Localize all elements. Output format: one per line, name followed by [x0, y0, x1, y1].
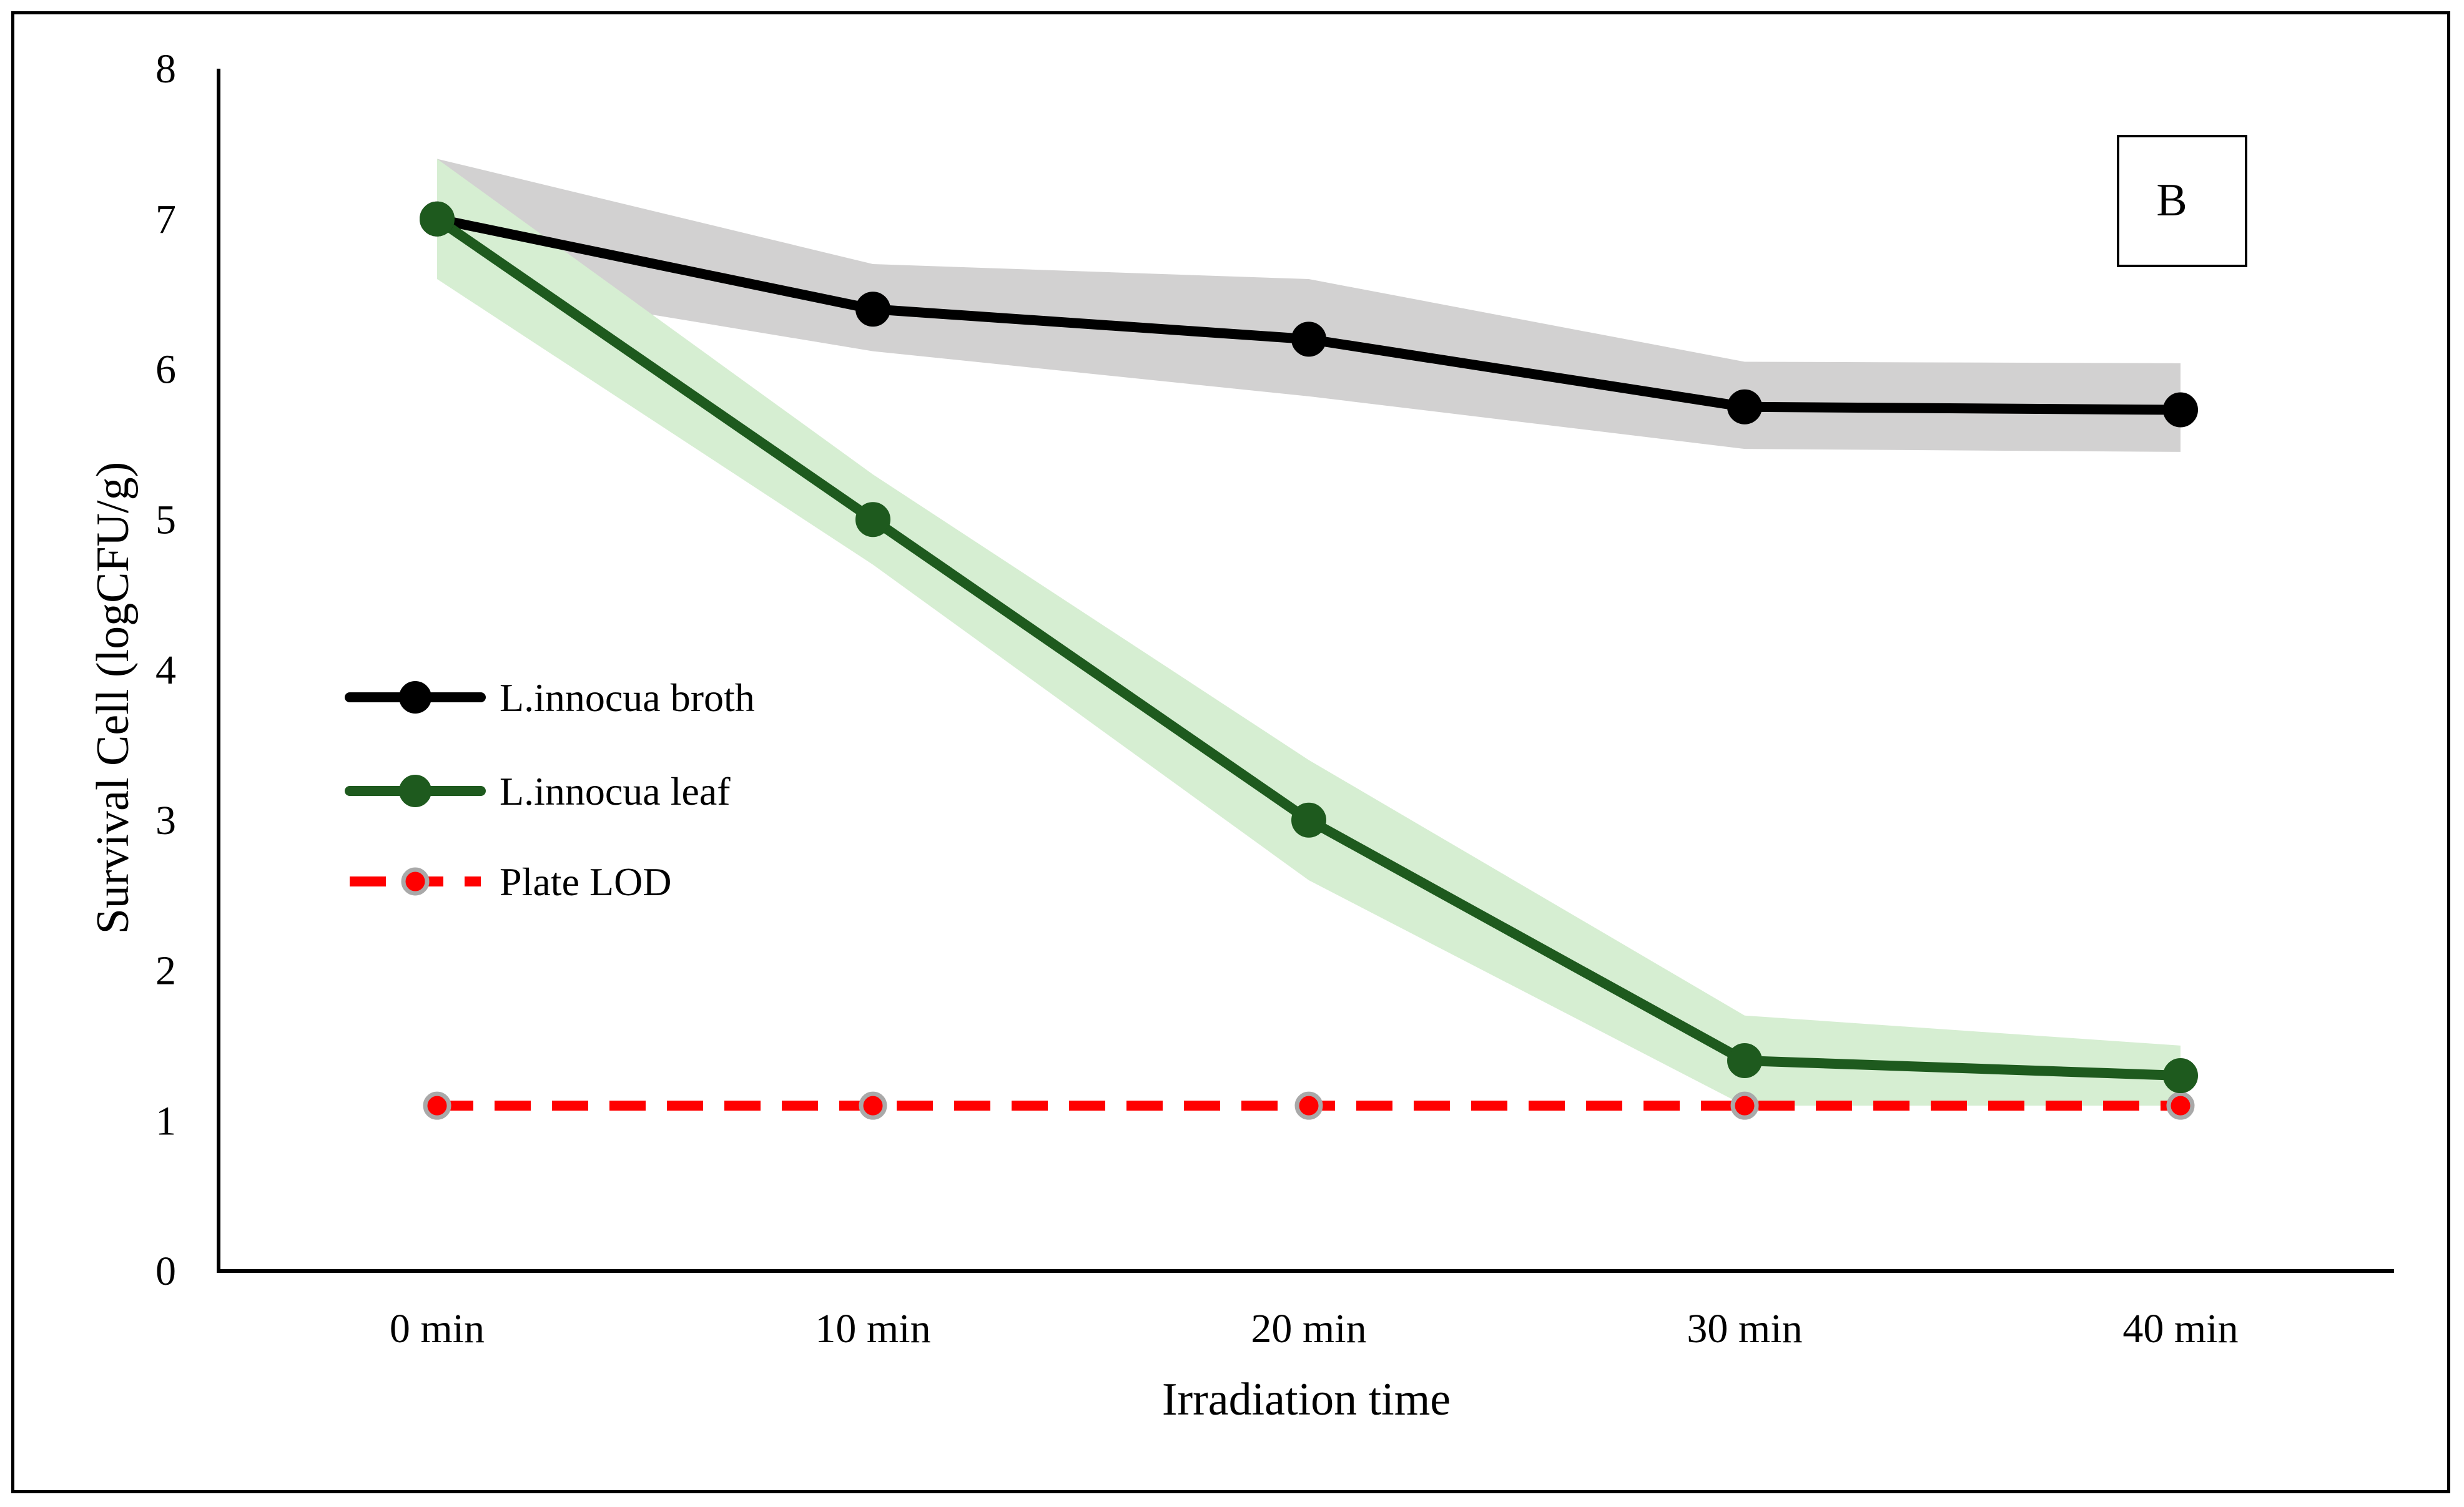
y-tick-label: 0	[155, 1249, 176, 1294]
x-tick-label: 30 min	[1687, 1306, 1802, 1352]
legend-marker-3	[401, 867, 430, 896]
y-tick-label: 1	[155, 1098, 176, 1144]
panel-label: B	[2156, 175, 2187, 226]
y-tick-label: 2	[155, 948, 176, 994]
legend-label-1: L.innocua broth	[500, 675, 755, 720]
legend-label-2: L.innocua leaf	[500, 769, 731, 813]
data-point	[1730, 1091, 1759, 1120]
legend-marker-2	[399, 775, 431, 807]
y-tick-label: 7	[155, 197, 176, 242]
data-point	[855, 292, 890, 327]
y-tick-labels: 0 1 2 3 4 5 6 7 8	[155, 46, 176, 1294]
band-1	[437, 159, 2181, 452]
x-axis-label: Irradiation time	[1162, 1374, 1451, 1425]
x-tick-labels: 0 min 10 min 20 min 30 min 40 min	[390, 1306, 2239, 1352]
data-point	[855, 502, 890, 538]
x-tick-label: 10 min	[815, 1306, 930, 1352]
confidence-bands	[437, 159, 2181, 1106]
x-tick-label: 0 min	[390, 1306, 485, 1352]
y-tick-label: 4	[155, 647, 176, 693]
data-point	[1294, 1091, 1323, 1120]
x-tick-label: 40 min	[2122, 1306, 2238, 1352]
legend-label-3: Plate LOD	[500, 860, 672, 904]
axes	[217, 69, 2394, 1273]
legend-marker-1	[399, 681, 431, 714]
data-point	[2166, 1091, 2195, 1120]
legend: L.innocua broth L.innocua leaf Plate LOD	[345, 675, 755, 904]
data-point	[2163, 1058, 2198, 1094]
data-point	[2163, 392, 2198, 428]
panel-label-frame	[2117, 135, 2247, 267]
x-tick-label: 20 min	[1251, 1306, 1366, 1352]
series-points	[420, 201, 2198, 1120]
y-axis-label: Survival Cell (logCFU/g)	[87, 462, 139, 934]
data-point	[1727, 389, 1762, 425]
data-point	[1291, 802, 1326, 838]
data-point	[420, 201, 455, 237]
y-tick-label: 5	[155, 497, 176, 542]
y-tick-label: 3	[155, 798, 176, 843]
y-tick-label: 6	[155, 347, 176, 393]
data-point	[859, 1091, 887, 1120]
y-tick-label: 8	[155, 46, 176, 92]
data-point	[423, 1091, 451, 1120]
data-point	[1727, 1043, 1762, 1078]
panel-label-box: B	[2117, 135, 2247, 267]
data-point	[1291, 322, 1326, 357]
